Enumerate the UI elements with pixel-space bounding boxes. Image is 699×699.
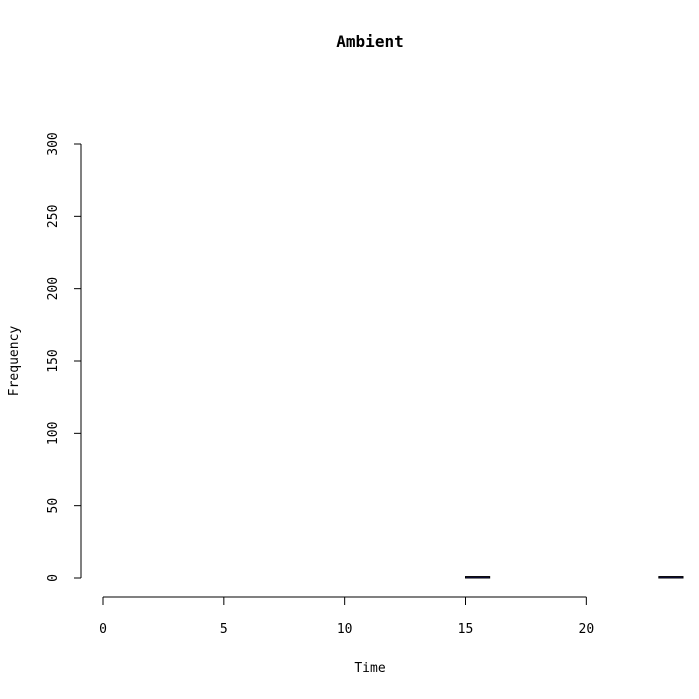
histogram-bar (465, 576, 491, 579)
x-axis-label: Time (354, 661, 385, 676)
histogram-bars (465, 576, 684, 579)
y-tick-label: 50 (46, 498, 61, 514)
chart-title: Ambient (336, 32, 403, 51)
x-tick-label: 15 (458, 622, 474, 637)
x-tick-label: 20 (579, 622, 595, 637)
x-tick-label: 5 (220, 622, 228, 637)
y-tick-label: 150 (46, 349, 61, 372)
histogram-bar (658, 576, 684, 579)
y-tick-label: 250 (46, 205, 61, 228)
x-tick-label: 0 (99, 622, 107, 637)
x-axis: 0 5 10 15 20 (99, 596, 595, 637)
y-tick-label: 200 (46, 277, 61, 300)
y-axis-label: Frequency (7, 326, 22, 397)
x-tick-label: 10 (337, 622, 353, 637)
y-axis: 0 50 100 150 200 250 300 (46, 132, 82, 582)
y-tick-label: 300 (46, 132, 61, 155)
y-tick-label: 100 (46, 422, 61, 445)
y-tick-label: 0 (46, 574, 61, 582)
